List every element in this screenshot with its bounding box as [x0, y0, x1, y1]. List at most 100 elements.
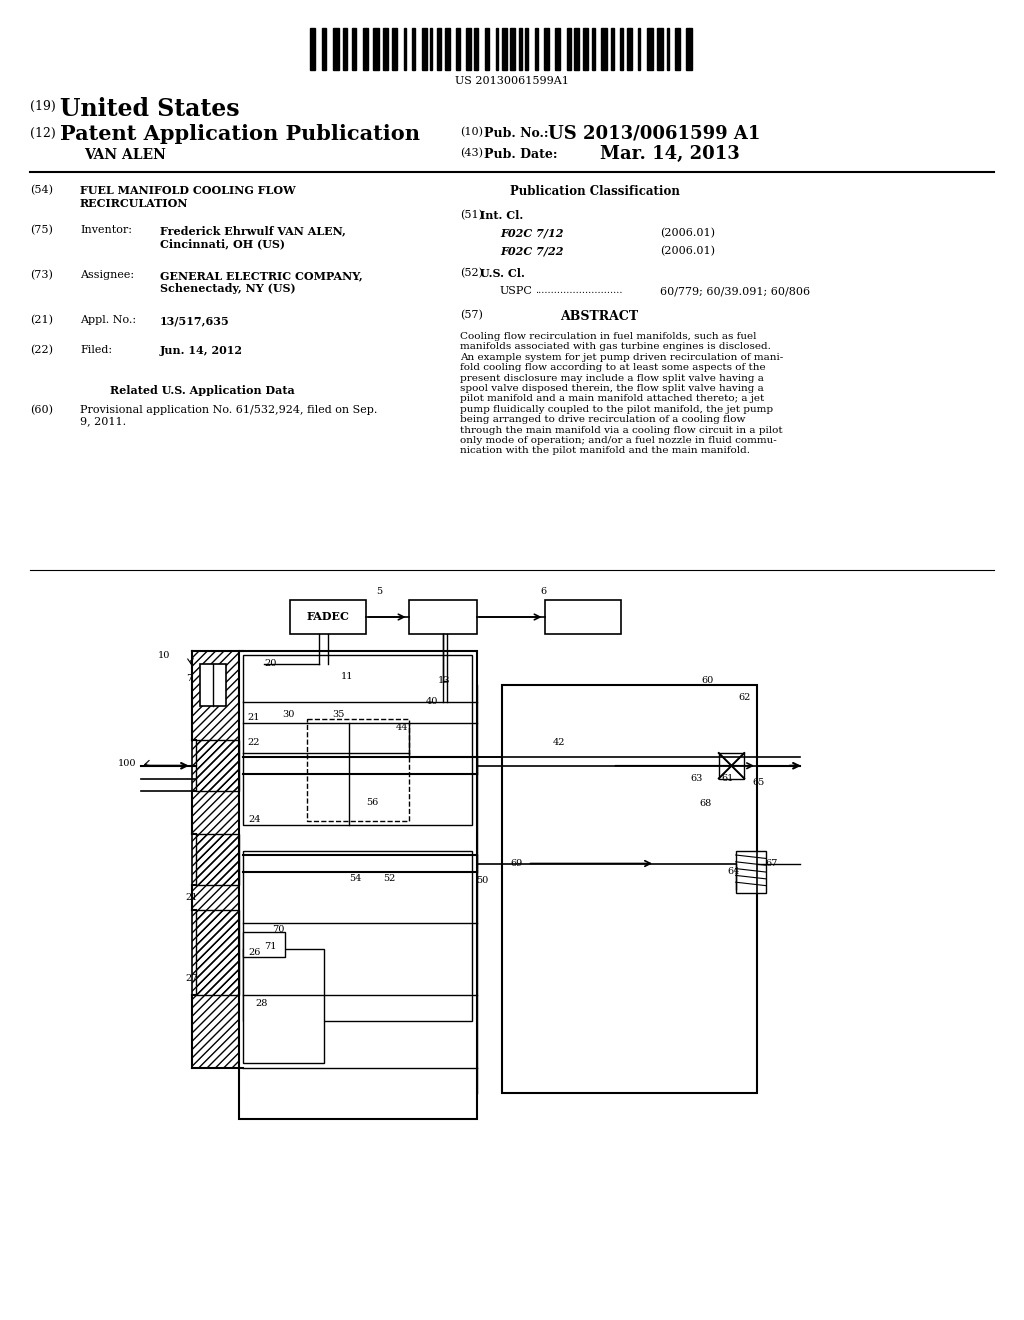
- Text: (51): (51): [460, 210, 483, 220]
- Text: Related U.S. Application Data: Related U.S. Application Data: [110, 385, 295, 396]
- Bar: [485, 28, 489, 70]
- Bar: [412, 28, 415, 70]
- Bar: [474, 28, 478, 70]
- Text: ABSTRACT: ABSTRACT: [560, 310, 638, 323]
- Text: (54): (54): [30, 185, 53, 195]
- Text: 13: 13: [438, 676, 451, 685]
- Bar: [352, 28, 356, 70]
- Text: (2006.01): (2006.01): [660, 246, 715, 256]
- Bar: [657, 28, 663, 70]
- Text: 22: 22: [247, 738, 259, 747]
- Text: Provisional application No. 61/532,924, filed on Sep.
9, 2011.: Provisional application No. 61/532,924, …: [80, 405, 378, 426]
- Bar: [243, 949, 324, 1063]
- Bar: [404, 28, 406, 70]
- Text: 52: 52: [383, 874, 395, 883]
- Bar: [647, 28, 653, 70]
- Text: 24: 24: [249, 814, 261, 824]
- Text: 68: 68: [699, 800, 712, 808]
- Bar: [409, 601, 476, 634]
- Bar: [333, 28, 339, 70]
- Bar: [535, 28, 538, 70]
- Bar: [627, 28, 632, 70]
- Text: 21: 21: [185, 894, 199, 902]
- Bar: [445, 28, 450, 70]
- Text: Jun. 14, 2012: Jun. 14, 2012: [160, 345, 243, 356]
- Text: 100: 100: [118, 759, 136, 768]
- Bar: [502, 685, 757, 1093]
- Bar: [574, 28, 579, 70]
- Text: 6: 6: [541, 587, 547, 597]
- Text: (21): (21): [30, 315, 53, 325]
- Bar: [545, 601, 621, 634]
- Text: 5: 5: [376, 587, 382, 597]
- Text: 71: 71: [264, 942, 276, 952]
- Text: 54: 54: [349, 874, 361, 883]
- Text: Int. Cl.: Int. Cl.: [480, 210, 523, 220]
- Bar: [196, 911, 239, 995]
- Text: 70: 70: [272, 925, 285, 935]
- Text: 67: 67: [766, 859, 778, 869]
- Text: USPC: USPC: [500, 286, 532, 296]
- Bar: [430, 28, 432, 70]
- Text: 20: 20: [264, 659, 276, 668]
- Text: 60/779; 60/39.091; 60/806: 60/779; 60/39.091; 60/806: [660, 286, 810, 296]
- Text: (60): (60): [30, 405, 53, 416]
- Bar: [686, 28, 692, 70]
- Text: Filed:: Filed:: [80, 345, 112, 355]
- Text: (75): (75): [30, 224, 53, 235]
- Text: FUEL MANIFOLD COOLING FLOW
RECIRCULATION: FUEL MANIFOLD COOLING FLOW RECIRCULATION: [80, 185, 296, 209]
- Bar: [466, 28, 471, 70]
- Bar: [555, 28, 560, 70]
- Text: (43): (43): [460, 148, 483, 158]
- Bar: [243, 851, 472, 1020]
- Text: 21: 21: [247, 713, 259, 722]
- Bar: [239, 651, 476, 1118]
- Text: (73): (73): [30, 271, 53, 280]
- Bar: [422, 28, 427, 70]
- Text: 7: 7: [185, 673, 193, 682]
- Bar: [456, 28, 460, 70]
- Text: 13/517,635: 13/517,635: [160, 315, 229, 326]
- Text: (12): (12): [30, 127, 55, 140]
- Bar: [362, 28, 368, 70]
- Bar: [601, 28, 607, 70]
- Text: Inventor:: Inventor:: [80, 224, 132, 235]
- Text: GENERAL ELECTRIC COMPANY,
Schenectady, NY (US): GENERAL ELECTRIC COMPANY, Schenectady, N…: [160, 271, 362, 294]
- Text: Patent Application Publication: Patent Application Publication: [60, 124, 420, 144]
- Text: 56: 56: [366, 797, 378, 807]
- Bar: [502, 28, 507, 70]
- Bar: [243, 932, 286, 957]
- Bar: [496, 28, 498, 70]
- Text: 44: 44: [395, 723, 409, 733]
- Text: 26: 26: [249, 948, 261, 957]
- Text: (22): (22): [30, 345, 53, 355]
- Bar: [306, 719, 409, 821]
- Bar: [592, 28, 595, 70]
- Text: FADEC: FADEC: [306, 611, 349, 623]
- Text: 40: 40: [426, 697, 438, 706]
- Text: Pub. No.:: Pub. No.:: [484, 127, 549, 140]
- Bar: [583, 28, 588, 70]
- Bar: [196, 834, 239, 884]
- Bar: [343, 28, 347, 70]
- Bar: [290, 601, 366, 634]
- Text: 11: 11: [341, 672, 353, 681]
- Bar: [638, 28, 640, 70]
- Bar: [525, 28, 528, 70]
- Text: U.S. Cl.: U.S. Cl.: [480, 268, 525, 279]
- Text: (2006.01): (2006.01): [660, 228, 715, 239]
- Text: 62: 62: [738, 693, 751, 702]
- Text: (52): (52): [460, 268, 483, 279]
- Text: Cooling flow recirculation in fuel manifolds, such as fuel
manifolds associated : Cooling flow recirculation in fuel manif…: [460, 333, 783, 455]
- Text: Assignee:: Assignee:: [80, 271, 134, 280]
- Bar: [322, 28, 326, 70]
- Text: 69: 69: [511, 859, 522, 869]
- Text: 35: 35: [332, 710, 344, 719]
- Text: Publication Classification: Publication Classification: [510, 185, 680, 198]
- Bar: [243, 655, 472, 825]
- Bar: [611, 28, 614, 70]
- Text: 28: 28: [256, 999, 268, 1008]
- Bar: [736, 851, 766, 894]
- Text: 30: 30: [283, 710, 295, 719]
- Bar: [620, 28, 623, 70]
